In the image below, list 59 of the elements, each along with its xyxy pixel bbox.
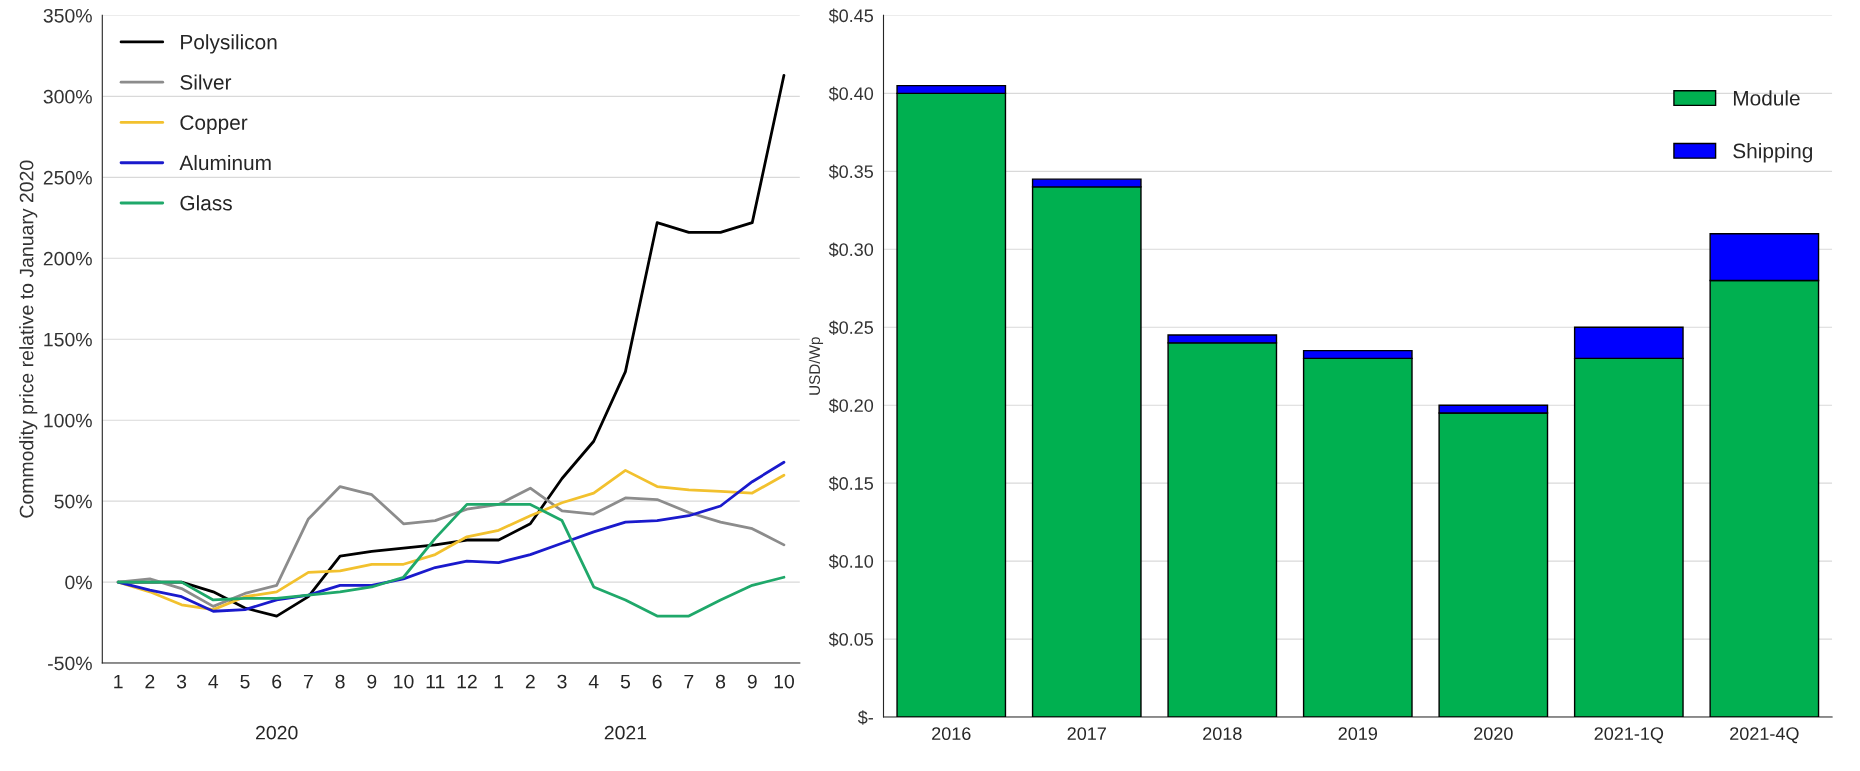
line-series [116, 503, 786, 618]
legend-label: Polysilicon [181, 34, 277, 54]
x-tick-label: 2018 [1203, 727, 1242, 741]
y-tick-label: 50% [54, 494, 92, 509]
x-tick-label: 4 [588, 674, 599, 689]
x-tick-label: 8 [335, 674, 345, 689]
x-tick-label: 2 [525, 674, 535, 689]
x-tick-label: 6 [652, 674, 662, 689]
legend-label: Shipping [1733, 143, 1813, 163]
x-tick-label: 4 [208, 674, 219, 689]
y-tick-label: -50% [48, 656, 92, 671]
y-tick-label: $0.45 [828, 8, 874, 24]
legend-label: Module [1733, 90, 1800, 106]
y-axis-title: Commodity price relative to January 2020 [19, 160, 38, 518]
y-tick-label: 0% [65, 575, 92, 590]
x-tick-label: 2 [145, 674, 155, 689]
y-tick-label: $0.40 [828, 86, 874, 102]
x-tick-label: 9 [367, 674, 377, 689]
x-tick-label: 3 [176, 674, 187, 689]
x-tick-label: 11 [426, 674, 445, 689]
y-tick-label: 150% [44, 332, 92, 347]
y-tick-label: 250% [43, 170, 92, 185]
x-tick-label: 2021-4Q [1730, 727, 1799, 744]
y-tick-label: $0.15 [828, 476, 874, 491]
y-tick-label: $0.10 [828, 554, 874, 569]
x-tick-label: 2021-1Q [1594, 727, 1664, 744]
x-tick-label: 2020 [1474, 727, 1513, 741]
x-tick-label: 1 [114, 674, 123, 689]
y-tick-label: $0.30 [828, 242, 874, 258]
x-tick-label: 6 [272, 674, 282, 689]
legend-label: Aluminum [179, 154, 271, 171]
legend-label: Silver [180, 74, 232, 90]
x-tick-label: 7 [303, 674, 313, 689]
x-tick-label: 9 [747, 674, 757, 689]
y-tick-label: $- [857, 710, 873, 725]
legend-label: Glass [180, 195, 232, 211]
x-tick-label: 5 [620, 674, 631, 689]
y-axis-title: USD/Wp [808, 337, 824, 395]
y-tick-label: 300% [43, 89, 92, 104]
legend-label: Copper [180, 115, 248, 135]
y-tick-label: 350% [43, 8, 92, 23]
text: 2021 [604, 725, 647, 740]
x-tick-label: 2017 [1067, 727, 1106, 741]
x-tick-label: 7 [684, 674, 694, 689]
x-tick-label: 1 [494, 674, 504, 689]
y-tick-label: $0.25 [828, 320, 874, 336]
y-tick-label: 100% [44, 413, 92, 428]
y-tick-label: $0.35 [828, 164, 874, 180]
x-tick-label: 8 [715, 674, 726, 689]
x-tick-label: 2016 [932, 727, 971, 741]
x-tick-label: 5 [240, 674, 250, 689]
x-tick-label: 3 [557, 674, 567, 689]
y-tick-label: $0.05 [828, 632, 874, 647]
x-tick-label: 10 [774, 674, 794, 689]
y-tick-label: 200% [43, 251, 92, 266]
x-tick-label: 12 [457, 674, 477, 689]
x-tick-label: 10 [394, 674, 414, 689]
x-tick-label: 2019 [1338, 727, 1378, 741]
y-tick-label: $0.20 [828, 398, 874, 413]
